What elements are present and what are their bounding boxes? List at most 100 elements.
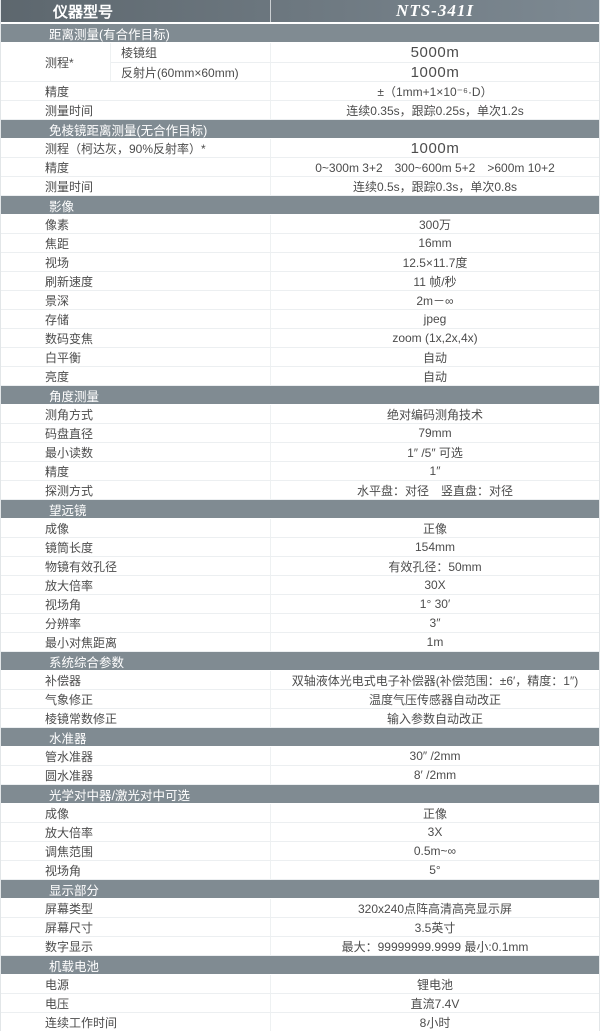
spec-row-label: 测量时间 (1, 101, 271, 119)
spec-row-label: 存储 (1, 310, 271, 328)
spec-row-label: 测角方式 (1, 405, 271, 423)
section-header: 显示部分 (1, 880, 599, 899)
spec-row: 焦距 16mm (1, 234, 599, 253)
spec-row: 气象修正 温度气压传感器自动改正 (1, 690, 599, 709)
spec-row: 测量时间 连续0.35s，跟踪0.25s，单次1.2s (1, 101, 599, 120)
spec-row-value: 有效孔径：50mm (388, 559, 482, 574)
spec-row: 存储 jpeg (1, 310, 599, 329)
sub-row: 棱镜组 5000m (111, 43, 599, 62)
spec-row-value: 320x240点阵高清高亮显示屏 (357, 901, 513, 916)
spec-row-value: 30″ /2mm (409, 749, 461, 763)
spec-row-label: 像素 (1, 215, 271, 233)
spec-row-label: 屏幕类型 (1, 899, 271, 917)
spec-row-group: 测程* 棱镜组 5000m 反射片(60mm×60mm) 1000m (1, 43, 599, 82)
spec-row: 精度 ±（1mm+1×10⁻⁶·D） (1, 82, 599, 101)
spec-row-value: 直流7.4V (410, 996, 460, 1011)
spec-row-label: 码盘直径 (1, 424, 271, 442)
spec-row-label: 屏幕尺寸 (1, 918, 271, 936)
spec-row: 视场角 5° (1, 861, 599, 880)
spec-row-value: 3.5英寸 (414, 920, 456, 935)
spec-row-label: 最小读数 (1, 443, 271, 461)
spec-row-label: 亮度 (1, 367, 271, 385)
spec-row-label: 气象修正 (1, 690, 271, 708)
spec-row: 电压 直流7.4V (1, 994, 599, 1013)
spec-row: 数码变焦 zoom (1x,2x,4x) (1, 329, 599, 348)
section-header: 望远镜 (1, 500, 599, 519)
spec-row: 精度 0~300m 3+2 300~600m 5+2 >600m 10+2 (1, 158, 599, 177)
spec-row-value: 3″ (429, 616, 441, 630)
spec-row-label: 测程（柯达灰，90%反射率）* (1, 139, 271, 157)
spec-row-label: 连续工作时间 (1, 1013, 271, 1031)
spec-row: 码盘直径 79mm (1, 424, 599, 443)
sub-row-value: 1000m (410, 63, 460, 81)
spec-row-value: 16mm (418, 236, 452, 250)
spec-row-value: 79mm (418, 426, 452, 440)
section-header: 机载电池 (1, 956, 599, 975)
spec-row: 测量时间 连续0.5s，跟踪0.3s，单次0.8s (1, 177, 599, 196)
spec-row-value: 绝对编码测角技术 (386, 407, 483, 422)
spec-row-label: 视场角 (1, 861, 271, 879)
spec-row-value: 双轴液体光电式电子补偿器(补偿范围：±6′，精度：1″) (291, 673, 579, 688)
spec-row: 连续工作时间 8小时 (1, 1013, 599, 1031)
spec-row: 测程（柯达灰，90%反射率）* 1000m (1, 139, 599, 158)
spec-row-label: 精度 (1, 158, 271, 176)
spec-row-value: 温度气压传感器自动改正 (368, 692, 501, 707)
spec-row: 屏幕类型 320x240点阵高清高亮显示屏 (1, 899, 599, 918)
spec-row-value: zoom (1x,2x,4x) (392, 331, 478, 345)
spec-row: 放大倍率 3X (1, 823, 599, 842)
spec-row: 数字显示 最大：99999999.9999 最小:0.1mm (1, 937, 599, 956)
section-header: 系统综合参数 (1, 652, 599, 671)
sub-row-value: 5000m (410, 44, 460, 61)
section-header: 免棱镜距离测量(无合作目标) (1, 120, 599, 139)
sub-row-label: 反射片(60mm×60mm) (111, 63, 271, 81)
spec-row-value: jpeg (423, 312, 447, 326)
spec-row-label: 电压 (1, 994, 271, 1012)
spec-row: 电源 锂电池 (1, 975, 599, 994)
spec-row-label: 电源 (1, 975, 271, 993)
spec-row-value: 最大：99999999.9999 最小:0.1mm (341, 939, 529, 954)
spec-row: 调焦范围 0.5m~∞ (1, 842, 599, 861)
spec-row-value: 自动 (422, 369, 447, 384)
section-header: 距离测量(有合作目标) (1, 24, 599, 43)
spec-row-value: 输入参数自动改正 (386, 711, 483, 726)
spec-row: 放大倍率 30X (1, 576, 599, 595)
spec-row-value: 11 帧/秒 (413, 274, 457, 289)
spec-row-label: 圆水准器 (1, 766, 271, 784)
spec-row: 亮度 自动 (1, 367, 599, 386)
spec-row-value: 自动 (422, 350, 447, 365)
spec-row-value: 8′ /2mm (413, 768, 457, 782)
spec-row: 视场 12.5×11.7度 (1, 253, 599, 272)
spec-row-value: 1° 30′ (419, 597, 451, 611)
spec-row-label: 最小对焦距离 (1, 633, 271, 651)
section-header: 光学对中器/激光对中可选 (1, 785, 599, 804)
instrument-model-label: 仪器型号 (1, 0, 271, 22)
group-label: 测程* (1, 43, 111, 81)
spec-row: 最小对焦距离 1m (1, 633, 599, 652)
spec-row-label: 物镜有效孔径 (1, 557, 271, 575)
spec-sections: 距离测量(有合作目标) 测程* 棱镜组 5000m 反射片(60mm×60mm) 1000… (1, 24, 599, 1031)
spec-row: 圆水准器 8′ /2mm (1, 766, 599, 785)
spec-row-value: 8小时 (419, 1015, 451, 1030)
spec-row: 镜筒长度 154mm (1, 538, 599, 557)
spec-row-label: 成像 (1, 804, 271, 822)
spec-row-value: 1″ (429, 464, 441, 478)
spec-row-label: 棱镜常数修正 (1, 709, 271, 727)
spec-row-label: 景深 (1, 291, 271, 309)
spec-row-value: 154mm (414, 540, 455, 554)
group-sub-rows: 棱镜组 5000m 反射片(60mm×60mm) 1000m (111, 43, 599, 81)
spec-row-label: 数字显示 (1, 937, 271, 955)
spec-row: 测角方式 绝对编码测角技术 (1, 405, 599, 424)
spec-row-label: 成像 (1, 519, 271, 537)
section-header: 水准器 (1, 728, 599, 747)
spec-row: 棱镜常数修正 输入参数自动改正 (1, 709, 599, 728)
spec-row-label: 白平衡 (1, 348, 271, 366)
spec-row: 精度 1″ (1, 462, 599, 481)
spec-row: 成像 正像 (1, 519, 599, 538)
instrument-model-value: NTS-341I (396, 1, 474, 20)
spec-row: 视场角 1° 30′ (1, 595, 599, 614)
spec-row-value: 水平盘：对径 竖直盘：对径 (356, 483, 513, 498)
spec-row: 探测方式 水平盘：对径 竖直盘：对径 (1, 481, 599, 500)
spec-row-label: 管水准器 (1, 747, 271, 765)
spec-row-label: 焦距 (1, 234, 271, 252)
